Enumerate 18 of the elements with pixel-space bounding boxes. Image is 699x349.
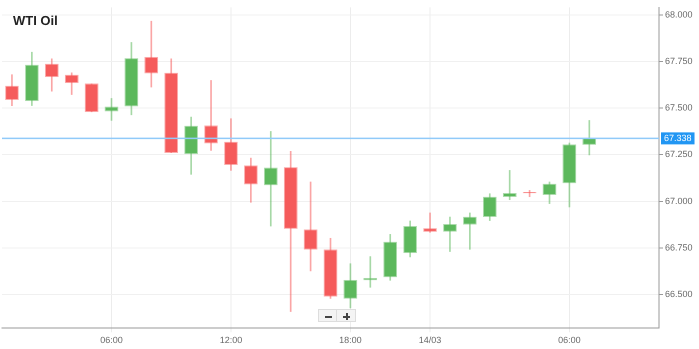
text: WTI Oil — [13, 12, 58, 28]
y-tick-label: 67.000 — [665, 196, 693, 206]
y-tick-label: 67.750 — [665, 56, 693, 66]
candlestick — [104, 98, 118, 121]
candlestick — [204, 80, 218, 151]
ref-line-label: 67.338 — [664, 132, 692, 143]
x-tick-label: 06:00 — [558, 335, 581, 346]
y-tick-label: 68.000 — [665, 9, 693, 20]
x-tick-label: 12:00 — [220, 335, 242, 346]
candlestick — [443, 216, 457, 252]
y-tick-label: 66.750 — [665, 242, 693, 252]
x-tick-label: 14/03 — [418, 335, 442, 346]
y-tick-label: 66.500 — [665, 289, 693, 300]
y-tick-label: 67.500 — [665, 102, 693, 113]
x-tick-label: 06:00 — [100, 335, 123, 346]
candlestick — [423, 212, 437, 233]
x-tick-label: 18:00 — [339, 335, 362, 346]
y-tick-label: 67.250 — [665, 149, 693, 160]
